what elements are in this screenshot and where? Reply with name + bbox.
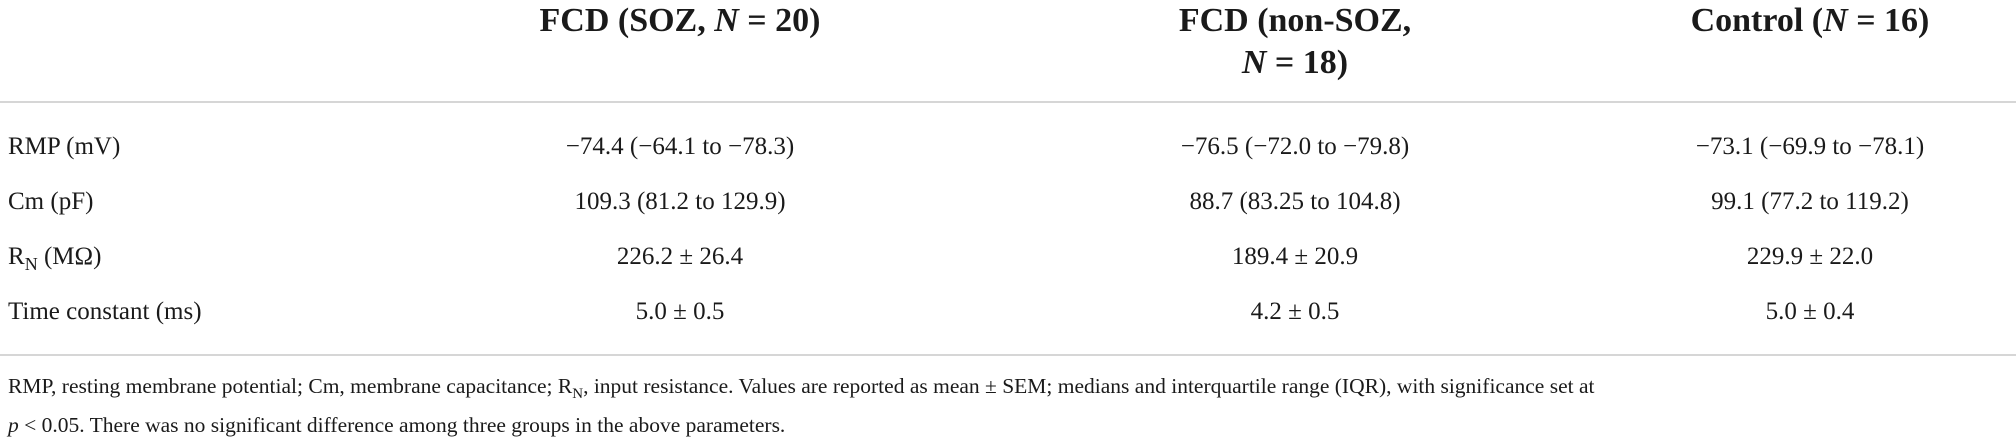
cell-fcd-non-soz: 189.4 ± 20.9 bbox=[1231, 243, 1359, 270]
cell-fcd-non-soz: −76.5 (−72.0 to −79.8) bbox=[1180, 133, 1410, 160]
header-control-n: N bbox=[1823, 2, 1848, 39]
cell-control: 229.9 ± 22.0 bbox=[1746, 243, 1874, 270]
row-label: RN (MΩ) bbox=[8, 230, 101, 285]
cell-fcd-non-soz: 88.7 (83.25 to 104.8) bbox=[1189, 188, 1401, 215]
header-fcd-non-soz-line1: FCD (non-SOZ, bbox=[1178, 2, 1412, 39]
cell-control: −73.1 (−69.9 to −78.1) bbox=[1695, 133, 1925, 160]
row-label-unit: (MΩ) bbox=[37, 243, 102, 270]
footnote-part2: , input resistance. Values are reported … bbox=[583, 374, 1595, 398]
cell-fcd-soz: 109.3 (81.2 to 129.9) bbox=[574, 188, 786, 215]
header-fcd-soz-count: = 20) bbox=[738, 2, 821, 39]
header-fcd-soz: FCD (SOZ, N = 20) bbox=[420, 0, 940, 42]
row-label-main: R bbox=[8, 243, 25, 270]
table-row: Cm (pF) 109.3 (81.2 to 129.9) 88.7 (83.2… bbox=[0, 175, 2016, 229]
header-fcd-soz-prefix: FCD (SOZ, bbox=[539, 2, 715, 39]
row-label-subscript: N bbox=[24, 254, 38, 274]
header-fcd-non-soz: FCD (non-SOZ, N = 18) bbox=[1045, 0, 1545, 84]
header-fcd-non-soz-count: = 18) bbox=[1266, 44, 1349, 81]
header-control-count: = 16) bbox=[1847, 2, 1930, 39]
cell-fcd-soz: 226.2 ± 26.4 bbox=[616, 243, 744, 270]
header-control: Control (N = 16) bbox=[1630, 0, 1990, 42]
cell-fcd-non-soz: 4.2 ± 0.5 bbox=[1250, 298, 1340, 325]
row-label: RMP (mV) bbox=[8, 133, 121, 160]
cell-fcd-soz: 5.0 ± 0.5 bbox=[635, 298, 725, 325]
header-control-prefix: Control ( bbox=[1690, 2, 1824, 39]
footnote-part1: RMP, resting membrane potential; Cm, mem… bbox=[8, 374, 573, 398]
cell-control: 5.0 ± 0.4 bbox=[1765, 298, 1855, 325]
footnote-part3: < 0.05. There was no significant differe… bbox=[18, 413, 786, 437]
cell-fcd-soz: −74.4 (−64.1 to −78.3) bbox=[565, 133, 795, 160]
table-row: RN (MΩ) 226.2 ± 26.4 189.4 ± 20.9 229.9 … bbox=[0, 230, 2016, 284]
header-fcd-non-soz-n: N bbox=[1241, 44, 1267, 81]
table-row: Time constant (ms) 5.0 ± 0.5 4.2 ± 0.5 5… bbox=[0, 285, 2016, 339]
row-label: Time constant (ms) bbox=[8, 298, 202, 325]
footnote-p-variable: p bbox=[8, 413, 19, 437]
table-header: FCD (SOZ, N = 20) FCD (non-SOZ, N = 18) C… bbox=[0, 0, 2016, 102]
cell-control: 99.1 (77.2 to 119.2) bbox=[1711, 188, 1909, 215]
header-fcd-soz-n: N bbox=[714, 2, 739, 39]
row-label: Cm (pF) bbox=[8, 188, 94, 215]
table-footnote: RMP, resting membrane potential; Cm, mem… bbox=[8, 368, 2008, 443]
footnote-subscript: N bbox=[572, 386, 584, 402]
footer-divider bbox=[0, 354, 2016, 356]
table-row: RMP (mV) −74.4 (−64.1 to −78.3) −76.5 (−… bbox=[0, 120, 2016, 174]
header-divider bbox=[0, 101, 2016, 103]
